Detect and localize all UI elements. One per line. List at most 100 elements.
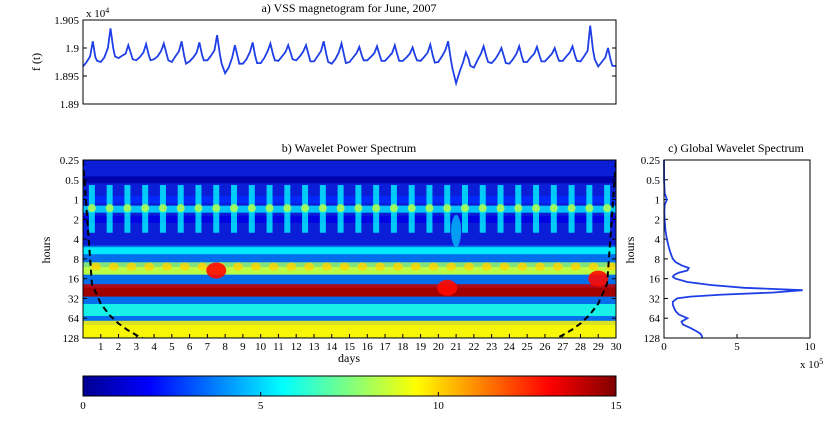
wavelet-x-tick-label: 12 — [291, 341, 302, 353]
wavelet-plume — [87, 204, 96, 213]
wavelet-x-tick-label: 25 — [522, 341, 534, 353]
wavelet-x-tick-label: 4 — [151, 341, 157, 353]
wavelet-x-tick-label: 17 — [380, 341, 392, 353]
wavelet-plume — [265, 204, 274, 213]
wavelet-plume — [585, 204, 594, 213]
wavelet-plume — [499, 262, 510, 271]
wavelet-plume — [318, 204, 327, 213]
colorbar-ticks: 0 5 10 15 — [80, 392, 622, 412]
magnetogram-y-tick-label: 1.905 — [54, 15, 79, 27]
wavelet-plume — [567, 204, 576, 213]
wavelet-band — [83, 215, 616, 223]
wavelet-heatmap — [83, 160, 616, 338]
wavelet-plume — [233, 262, 244, 271]
wavelet-plume — [286, 262, 297, 271]
wavelet-x-ticks: 1 2 3 4 5 6 7 8 9 10 11 12 13 14 15 16 17 18 19 20 21 22 23 24 2… — [98, 334, 622, 353]
magnetogram-y-ticks: 1.905 1.9 1.895 1.89 — [54, 15, 616, 111]
wavelet-y-tick-label: 4 — [74, 234, 80, 246]
wavelet-x-tick-label: 5 — [169, 341, 175, 353]
wavelet-plume — [247, 204, 256, 213]
wavelet-axes-frame — [82, 159, 617, 339]
global-y-tick-label: 4 — [655, 234, 661, 246]
wavelet-plume — [354, 204, 363, 213]
wavelet-x-tick-label: 14 — [326, 341, 338, 353]
magnetogram-y-tick-label: 1.89 — [60, 99, 80, 111]
global-y-ticks: 0.25 0.5 1 2 4 8 16 32 64 128 — [641, 155, 668, 345]
wavelet-plume — [446, 262, 457, 271]
magnetogram-line — [83, 25, 616, 87]
wavelet-plume — [357, 262, 368, 271]
wavelet-y-tick-label: 0.25 — [60, 155, 80, 167]
wavelet-plume — [389, 204, 398, 213]
wavelet-power-title: b) Wavelet Power Spectrum — [282, 141, 417, 155]
wavelet-band — [83, 247, 616, 255]
wavelet-y-tick-label: 16 — [68, 274, 80, 286]
wavelet-y-tick-label: 64 — [68, 313, 80, 325]
wavelet-x-tick-label: 7 — [205, 341, 211, 353]
wavelet-x-tick-label: 13 — [308, 341, 320, 353]
wavelet-plume — [514, 204, 523, 213]
wavelet-plume — [161, 262, 172, 271]
wavelet-plume — [478, 204, 487, 213]
wavelet-plume — [532, 204, 541, 213]
wavelet-plume — [517, 262, 528, 271]
wavelet-y-tick-label: 8 — [74, 254, 80, 266]
wavelet-plume — [176, 204, 185, 213]
wavelet-plume — [339, 262, 350, 271]
global-y-tick-label: 64 — [649, 313, 661, 325]
global-y-tick-label: 8 — [655, 254, 661, 266]
wavelet-plume — [410, 262, 421, 271]
global-y-tick-label: 32 — [649, 293, 660, 305]
wavelet-plume — [230, 204, 239, 213]
colorbar-tick-label: 10 — [433, 400, 445, 412]
wavelet-plume — [158, 204, 167, 213]
wavelet-plume — [372, 204, 381, 213]
wavelet-plume — [603, 204, 612, 213]
colorbar: 0 5 10 15 — [80, 375, 622, 412]
wavelet-x-tick-label: 15 — [344, 341, 356, 353]
wavelet-plume — [105, 204, 114, 213]
wavelet-plume — [425, 204, 434, 213]
global-y-tick-label: 16 — [649, 274, 661, 286]
global-wavelet-ylabel: hours — [623, 236, 637, 263]
wavelet-plume — [460, 204, 469, 213]
wavelet-plume — [535, 262, 546, 271]
wavelet-x-tick-label: 26 — [539, 341, 551, 353]
global-wavelet-panel: c) Global Wavelet Spectrum hours 0.25 0.5… — [623, 141, 823, 371]
wavelet-band — [83, 196, 616, 204]
wavelet-x-tick-label: 19 — [415, 341, 427, 353]
magnetogram-title: a) VSS magnetogram for June, 2007 — [261, 1, 436, 15]
wavelet-plume — [90, 262, 101, 271]
colorbar-tick-label: 15 — [611, 400, 623, 412]
wavelet-plume — [126, 262, 137, 271]
wavelet-x-tick-label: 20 — [433, 341, 445, 353]
wavelet-x-tick-label: 9 — [240, 341, 246, 353]
wavelet-plume — [301, 204, 310, 213]
wavelet-plume — [283, 204, 292, 213]
magnetogram-y-tick-label: 1.9 — [65, 43, 79, 55]
wavelet-plume — [212, 204, 221, 213]
global-y-tick-label: 128 — [644, 333, 661, 345]
wavelet-plume — [197, 262, 208, 271]
global-spectrum-line — [663, 159, 803, 338]
wavelet-x-tick-label: 30 — [611, 341, 623, 353]
wavelet-plume — [141, 204, 150, 213]
wavelet-x-tick-label: 18 — [397, 341, 409, 353]
global-x-ticks: 0 5 10 — [661, 334, 816, 353]
wavelet-y-tick-label: 0.5 — [65, 175, 79, 187]
wavelet-plume — [481, 262, 492, 271]
wavelet-plume — [321, 262, 332, 271]
wavelet-power-ylabel: hours — [39, 236, 53, 263]
wavelet-x-tick-label: 11 — [273, 341, 284, 353]
wavelet-plume — [392, 262, 403, 271]
wavelet-band — [83, 320, 616, 338]
wavelet-plume — [268, 262, 279, 271]
wavelet-y-tick-label: 2 — [74, 214, 80, 226]
wavelet-plume — [463, 262, 474, 271]
global-y-tick-label: 2 — [655, 214, 661, 226]
magnetogram-panel: a) VSS magnetogram for June, 2007 x 104 … — [29, 1, 617, 111]
wavelet-band — [83, 205, 616, 213]
wavelet-band — [83, 304, 616, 317]
wavelet-y-tick-label: 1 — [74, 195, 80, 207]
